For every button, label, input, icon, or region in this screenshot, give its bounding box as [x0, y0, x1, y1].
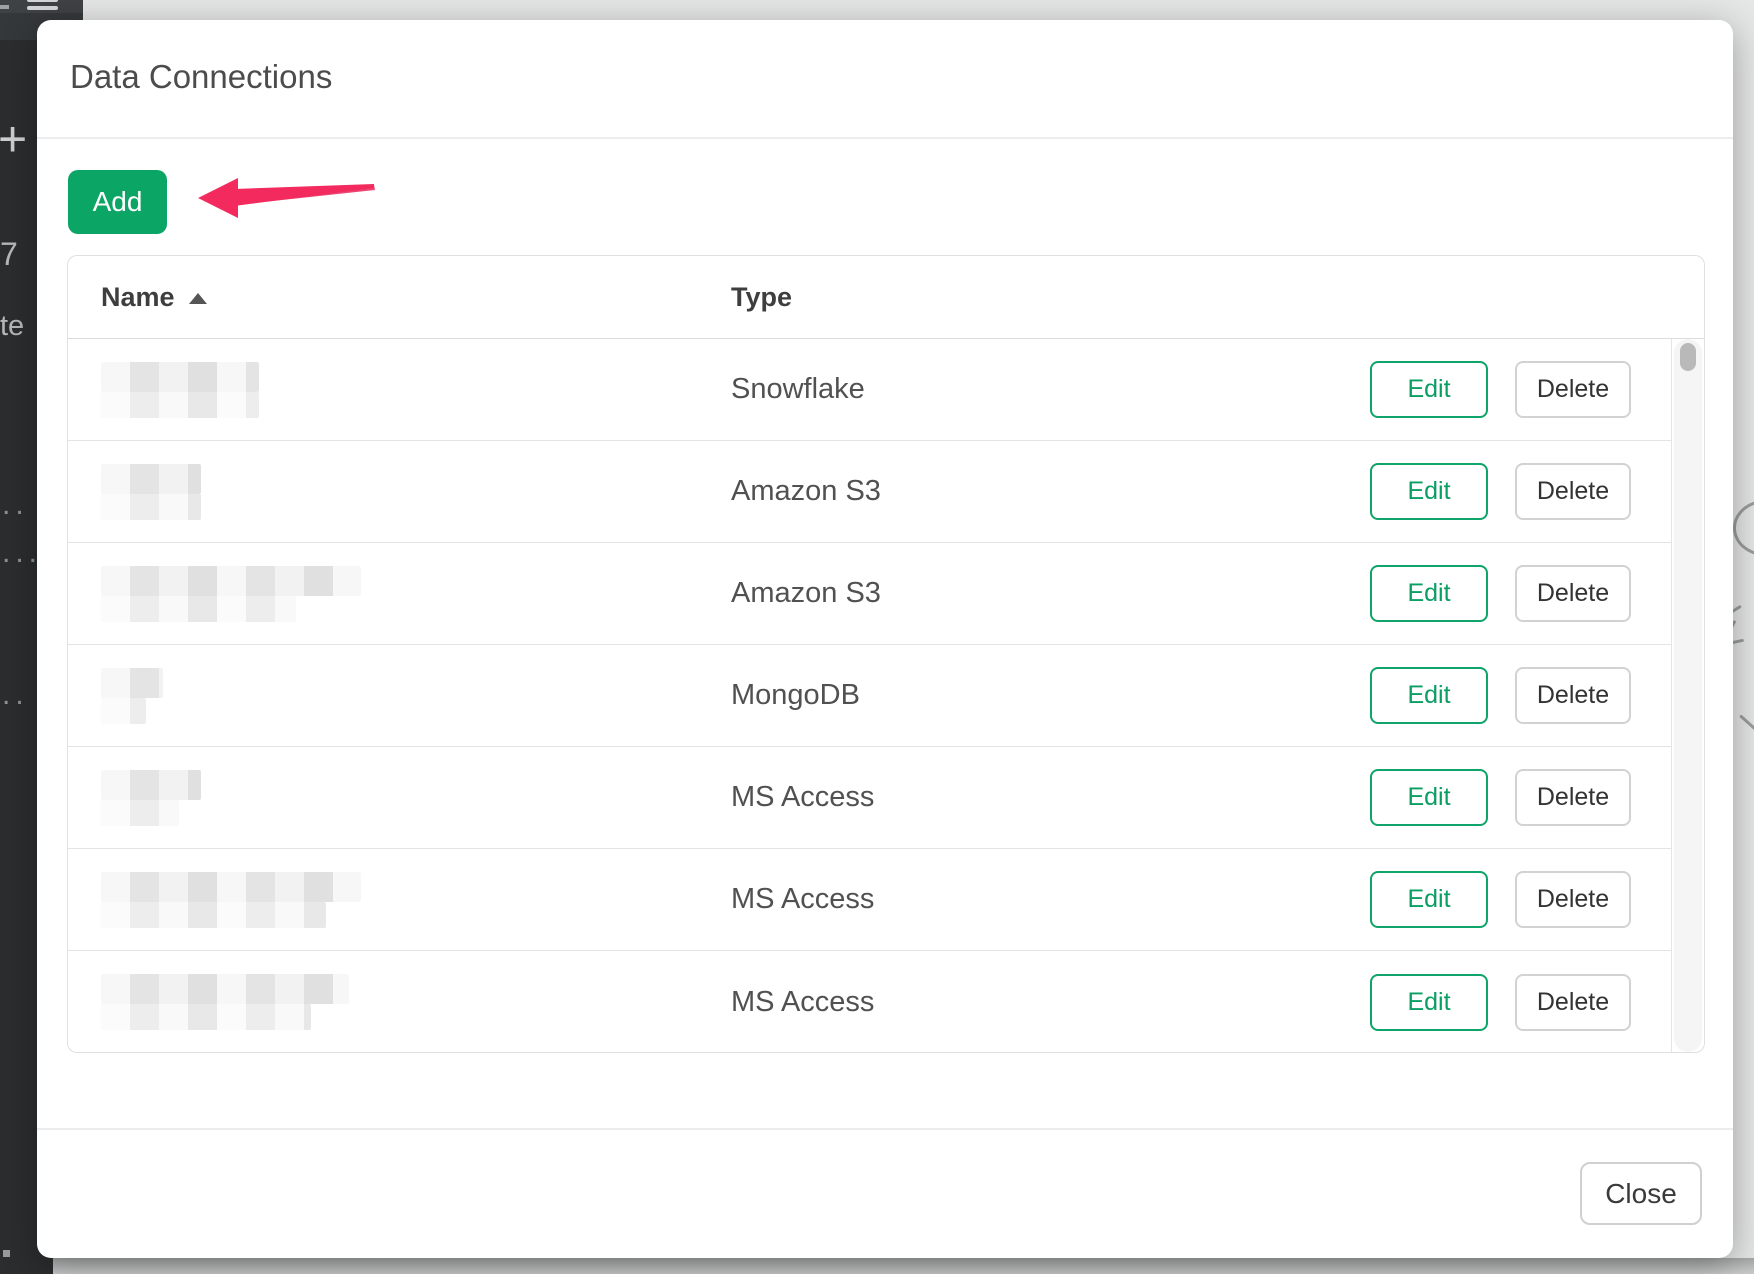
table-header-row: Name Type [68, 256, 1704, 339]
type-cell: MS Access [731, 985, 875, 1018]
sidebar-item-add-fragment: + [0, 111, 28, 167]
redaction-bar [101, 697, 146, 724]
name-cell [68, 361, 731, 418]
delete-button[interactable]: Delete [1515, 565, 1631, 622]
table-row: MS Access Edit Delete [68, 951, 1671, 1053]
close-button[interactable]: Close [1580, 1162, 1702, 1225]
scrollbar-thumb[interactable] [1680, 343, 1696, 371]
type-cell: MongoDB [731, 679, 860, 711]
redaction-bar [101, 1004, 311, 1030]
row-actions: Edit Delete [1370, 769, 1671, 826]
name-cell [68, 667, 731, 724]
edit-button[interactable]: Edit [1370, 769, 1488, 826]
redaction-bar [101, 769, 201, 800]
table-body: Snowflake Edit Delete Amazon S3 Edit Delete Am… [68, 339, 1704, 1052]
redaction-bar [101, 667, 163, 698]
background-icon-fragment [1739, 714, 1754, 733]
scrollbar-column [1672, 339, 1704, 1052]
edit-button[interactable]: Edit [1370, 463, 1488, 520]
delete-button[interactable]: Delete [1515, 769, 1631, 826]
row-actions: Edit Delete [1370, 667, 1671, 724]
redaction-bar [101, 901, 326, 928]
redacted-name [101, 769, 731, 826]
sort-ascending-icon [188, 292, 207, 304]
hamburger-line [27, 6, 58, 10]
type-cell: MS Access [731, 781, 875, 813]
table-row: Amazon S3 Edit Delete [68, 441, 1671, 543]
edit-button[interactable]: Edit [1370, 871, 1488, 928]
type-cell: Amazon S3 [731, 475, 881, 507]
redaction-bar [101, 799, 179, 826]
name-column-label: Name [101, 281, 175, 312]
redaction-bar [101, 391, 259, 418]
row-actions: Edit Delete [1370, 565, 1671, 622]
table-row: MongoDB Edit Delete [68, 645, 1671, 747]
header-divider [37, 137, 1733, 139]
name-cell [68, 565, 731, 622]
redacted-name [101, 463, 731, 520]
row-actions: Edit Delete [1370, 361, 1671, 418]
row-actions: Edit Delete [1370, 871, 1671, 928]
redaction-bar [101, 565, 361, 596]
redacted-name [101, 667, 731, 724]
background-circle-icon [1733, 500, 1754, 556]
redaction-bar [101, 974, 349, 1004]
edit-button[interactable]: Edit [1370, 973, 1488, 1031]
name-cell [68, 463, 731, 520]
sidebar-item-fragment: te [0, 310, 25, 342]
name-cell [68, 871, 731, 928]
data-connections-dialog: Data Connections Add Name Type Snowflake… [37, 20, 1733, 1258]
add-button[interactable]: Add [68, 170, 167, 234]
redacted-name [101, 565, 731, 622]
type-column-header[interactable]: Type [731, 281, 793, 312]
delete-button[interactable]: Delete [1515, 361, 1631, 418]
delete-button[interactable]: Delete [1515, 973, 1631, 1031]
table-rows: Snowflake Edit Delete Amazon S3 Edit Delete Am… [68, 339, 1672, 1052]
table-row: Amazon S3 Edit Delete [68, 543, 1671, 645]
sidebar-item-fragment: 7 [0, 236, 18, 272]
sidebar-dot [3, 1250, 10, 1257]
topbar-dash-icon [0, 5, 9, 9]
delete-button[interactable]: Delete [1515, 463, 1631, 520]
edit-button[interactable]: Edit [1370, 565, 1488, 622]
redacted-name [101, 361, 731, 418]
connections-table: Name Type Snowflake Edit Delete Amazon S3 Ed… [67, 255, 1705, 1053]
edit-button[interactable]: Edit [1370, 361, 1488, 418]
edit-button[interactable]: Edit [1370, 667, 1488, 724]
table-scrollbar[interactable] [1674, 339, 1702, 1052]
footer-divider [37, 1128, 1733, 1130]
hamburger-menu-icon[interactable] [27, 0, 58, 15]
name-cell [68, 769, 731, 826]
delete-button[interactable]: Delete [1515, 871, 1631, 928]
redaction-bar [101, 361, 259, 392]
sidebar-item-fragment: .. [2, 488, 29, 521]
type-cell: Snowflake [731, 373, 865, 405]
sidebar-item-fragment: .. [2, 678, 29, 711]
dialog-title: Data Connections [70, 58, 333, 95]
table-row: Snowflake Edit Delete [68, 339, 1671, 441]
redaction-bar [101, 493, 201, 520]
type-cell: Amazon S3 [731, 577, 881, 609]
type-cell: MS Access [731, 883, 875, 915]
row-actions: Edit Delete [1370, 973, 1671, 1031]
redaction-bar [101, 463, 201, 494]
sidebar-item-fragment: ... [2, 536, 43, 569]
row-actions: Edit Delete [1370, 463, 1671, 520]
name-cell [68, 974, 731, 1030]
hamburger-line [27, 0, 58, 2]
delete-button[interactable]: Delete [1515, 667, 1631, 724]
table-row: MS Access Edit Delete [68, 747, 1671, 849]
name-column-header[interactable]: Name [68, 282, 731, 313]
table-row: MS Access Edit Delete [68, 849, 1671, 951]
redacted-name [101, 871, 731, 928]
background-bottom-strip [53, 1258, 1754, 1274]
redaction-bar [101, 871, 361, 902]
redaction-bar [101, 595, 296, 622]
redacted-name [101, 974, 731, 1030]
